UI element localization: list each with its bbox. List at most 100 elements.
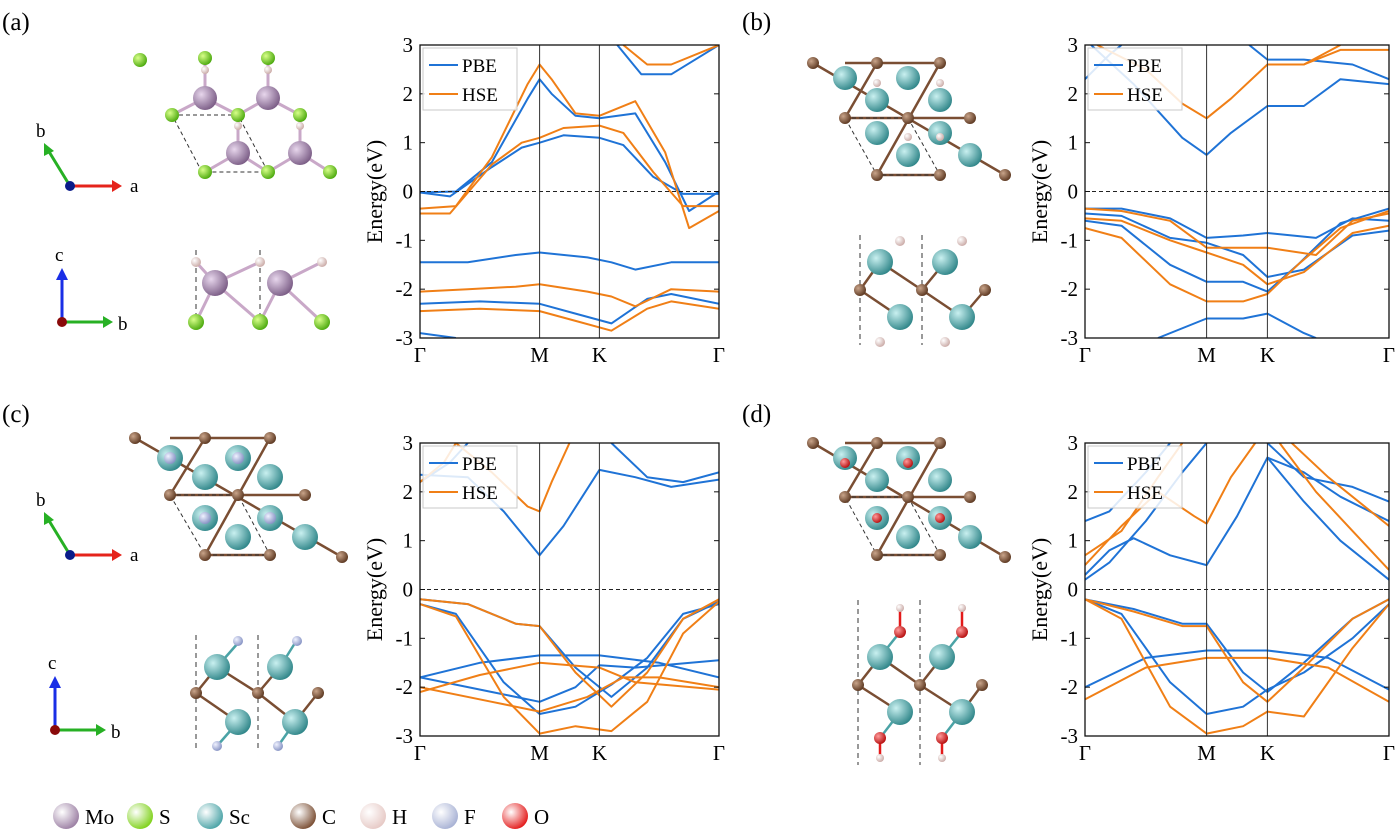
legend-atom-h: [360, 803, 386, 829]
y-tick-label: -3: [1061, 724, 1079, 748]
y-tick-label: 1: [1068, 131, 1079, 155]
chart-legend: PBE HSE: [1087, 445, 1183, 509]
band-line-hse: [1291, 443, 1389, 527]
structure-side-a: [188, 250, 330, 330]
band-line-hse: [420, 600, 719, 735]
y-tick-label: 3: [403, 33, 414, 57]
band-line-pbe: [1266, 443, 1389, 503]
axis-b-label-side-c: b: [111, 722, 121, 743]
x-tick-label: M: [1197, 343, 1216, 367]
x-tick-label: Γ: [414, 741, 426, 765]
band-line-hse: [420, 300, 719, 332]
band-line-hse: [1085, 210, 1389, 303]
y-tick-label: -2: [396, 277, 414, 301]
axes-icon-top-a: a b: [36, 121, 139, 197]
legend-element-label: S: [159, 805, 171, 829]
legend-element-label: Sc: [229, 805, 250, 829]
band-line-hse: [420, 598, 719, 708]
legend-element-label: C: [322, 805, 336, 829]
y-tick-label: -2: [1061, 277, 1079, 301]
x-tick-label: Γ: [1079, 741, 1091, 765]
legend-box: [1087, 47, 1183, 111]
x-tick-label: Γ: [713, 741, 725, 765]
band-line-pbe: [616, 45, 719, 76]
legend-label-hse: HSE: [1127, 483, 1163, 504]
x-tick-label: Γ: [1383, 343, 1395, 367]
x-tick-label: Γ: [713, 343, 725, 367]
band-line-hse: [420, 283, 719, 308]
y-axis-label: Energy(eV): [1027, 538, 1052, 641]
structure-side-d: [852, 600, 988, 765]
band-line-pbe: [1248, 45, 1389, 81]
axis-b-label-side: b: [118, 314, 128, 335]
y-tick-label: -1: [396, 228, 414, 252]
band-line-hse: [420, 676, 719, 713]
y-tick-label: 1: [1068, 529, 1079, 553]
x-tick-label: K: [592, 343, 607, 367]
panel-label-c: (c): [2, 401, 30, 428]
structure-side-b: [854, 235, 991, 347]
y-tick-label: 2: [1068, 480, 1079, 504]
legend-element-label: H: [392, 805, 407, 829]
band-line-pbe: [1085, 207, 1389, 293]
band-line-pbe: [1085, 598, 1389, 715]
band-line-pbe: [420, 134, 719, 198]
structure-side-c: [190, 635, 324, 751]
x-tick-label: K: [1260, 343, 1275, 367]
band-line-hse: [1085, 217, 1389, 286]
legend-label-pbe: PBE: [462, 454, 497, 475]
legend-label-pbe: PBE: [1127, 454, 1162, 475]
y-tick-label: 0: [403, 180, 414, 204]
axes-icon-top-c: a b: [36, 490, 139, 566]
band-line-hse: [420, 63, 719, 230]
y-tick-label: 1: [403, 131, 414, 155]
structure-top-b: [807, 57, 1011, 181]
x-tick-label: Γ: [414, 343, 426, 367]
legend-label-hse: HSE: [462, 85, 498, 106]
legend-label-hse: HSE: [1127, 85, 1163, 106]
band-line-pbe: [1085, 443, 1208, 581]
y-tick-label: 0: [403, 578, 414, 602]
y-tick-label: -3: [396, 326, 414, 350]
panel-label-b: (b): [742, 9, 771, 36]
band-line-pbe: [1085, 207, 1389, 239]
legend-box: [422, 445, 518, 509]
band-line-pbe: [1085, 649, 1389, 691]
x-tick-label: M: [1197, 741, 1216, 765]
band-line-hse: [420, 661, 719, 693]
y-tick-label: 2: [403, 480, 414, 504]
structure-top-d: [807, 437, 1011, 563]
axes-icon-side-c: b c: [48, 653, 121, 743]
legend-atom-mo: [53, 803, 79, 829]
y-tick-label: 3: [1068, 431, 1079, 455]
y-tick-label: -2: [396, 675, 414, 699]
y-tick-label: 2: [403, 82, 414, 106]
legend-atom-sc: [197, 803, 223, 829]
y-tick-label: 0: [1068, 180, 1079, 204]
band-line-hse: [1085, 443, 1257, 566]
band-line-hse: [1085, 656, 1389, 703]
y-tick-label: 2: [1068, 82, 1079, 106]
legend-label-pbe: PBE: [462, 56, 497, 77]
band-line-hse: [1085, 207, 1389, 256]
series-hse: [420, 45, 719, 332]
band-line-pbe: [420, 293, 719, 325]
legend-atom-o: [502, 803, 528, 829]
band-line-hse: [622, 45, 719, 66]
legend-atom-f: [432, 803, 458, 829]
legend-label-hse: HSE: [462, 483, 498, 504]
band-line-hse: [1303, 48, 1389, 66]
legend-box: [422, 47, 518, 111]
chart-legend: PBE HSE: [422, 445, 518, 509]
panel-label-a: (a): [2, 9, 30, 36]
y-axis-label: Energy(eV): [1027, 140, 1052, 243]
band-line-hse: [1085, 598, 1389, 735]
band-line-hse: [1085, 598, 1389, 703]
band-line-pbe: [420, 603, 719, 715]
band-line-hse: [420, 124, 719, 215]
legend-element-label: Mo: [85, 805, 114, 829]
